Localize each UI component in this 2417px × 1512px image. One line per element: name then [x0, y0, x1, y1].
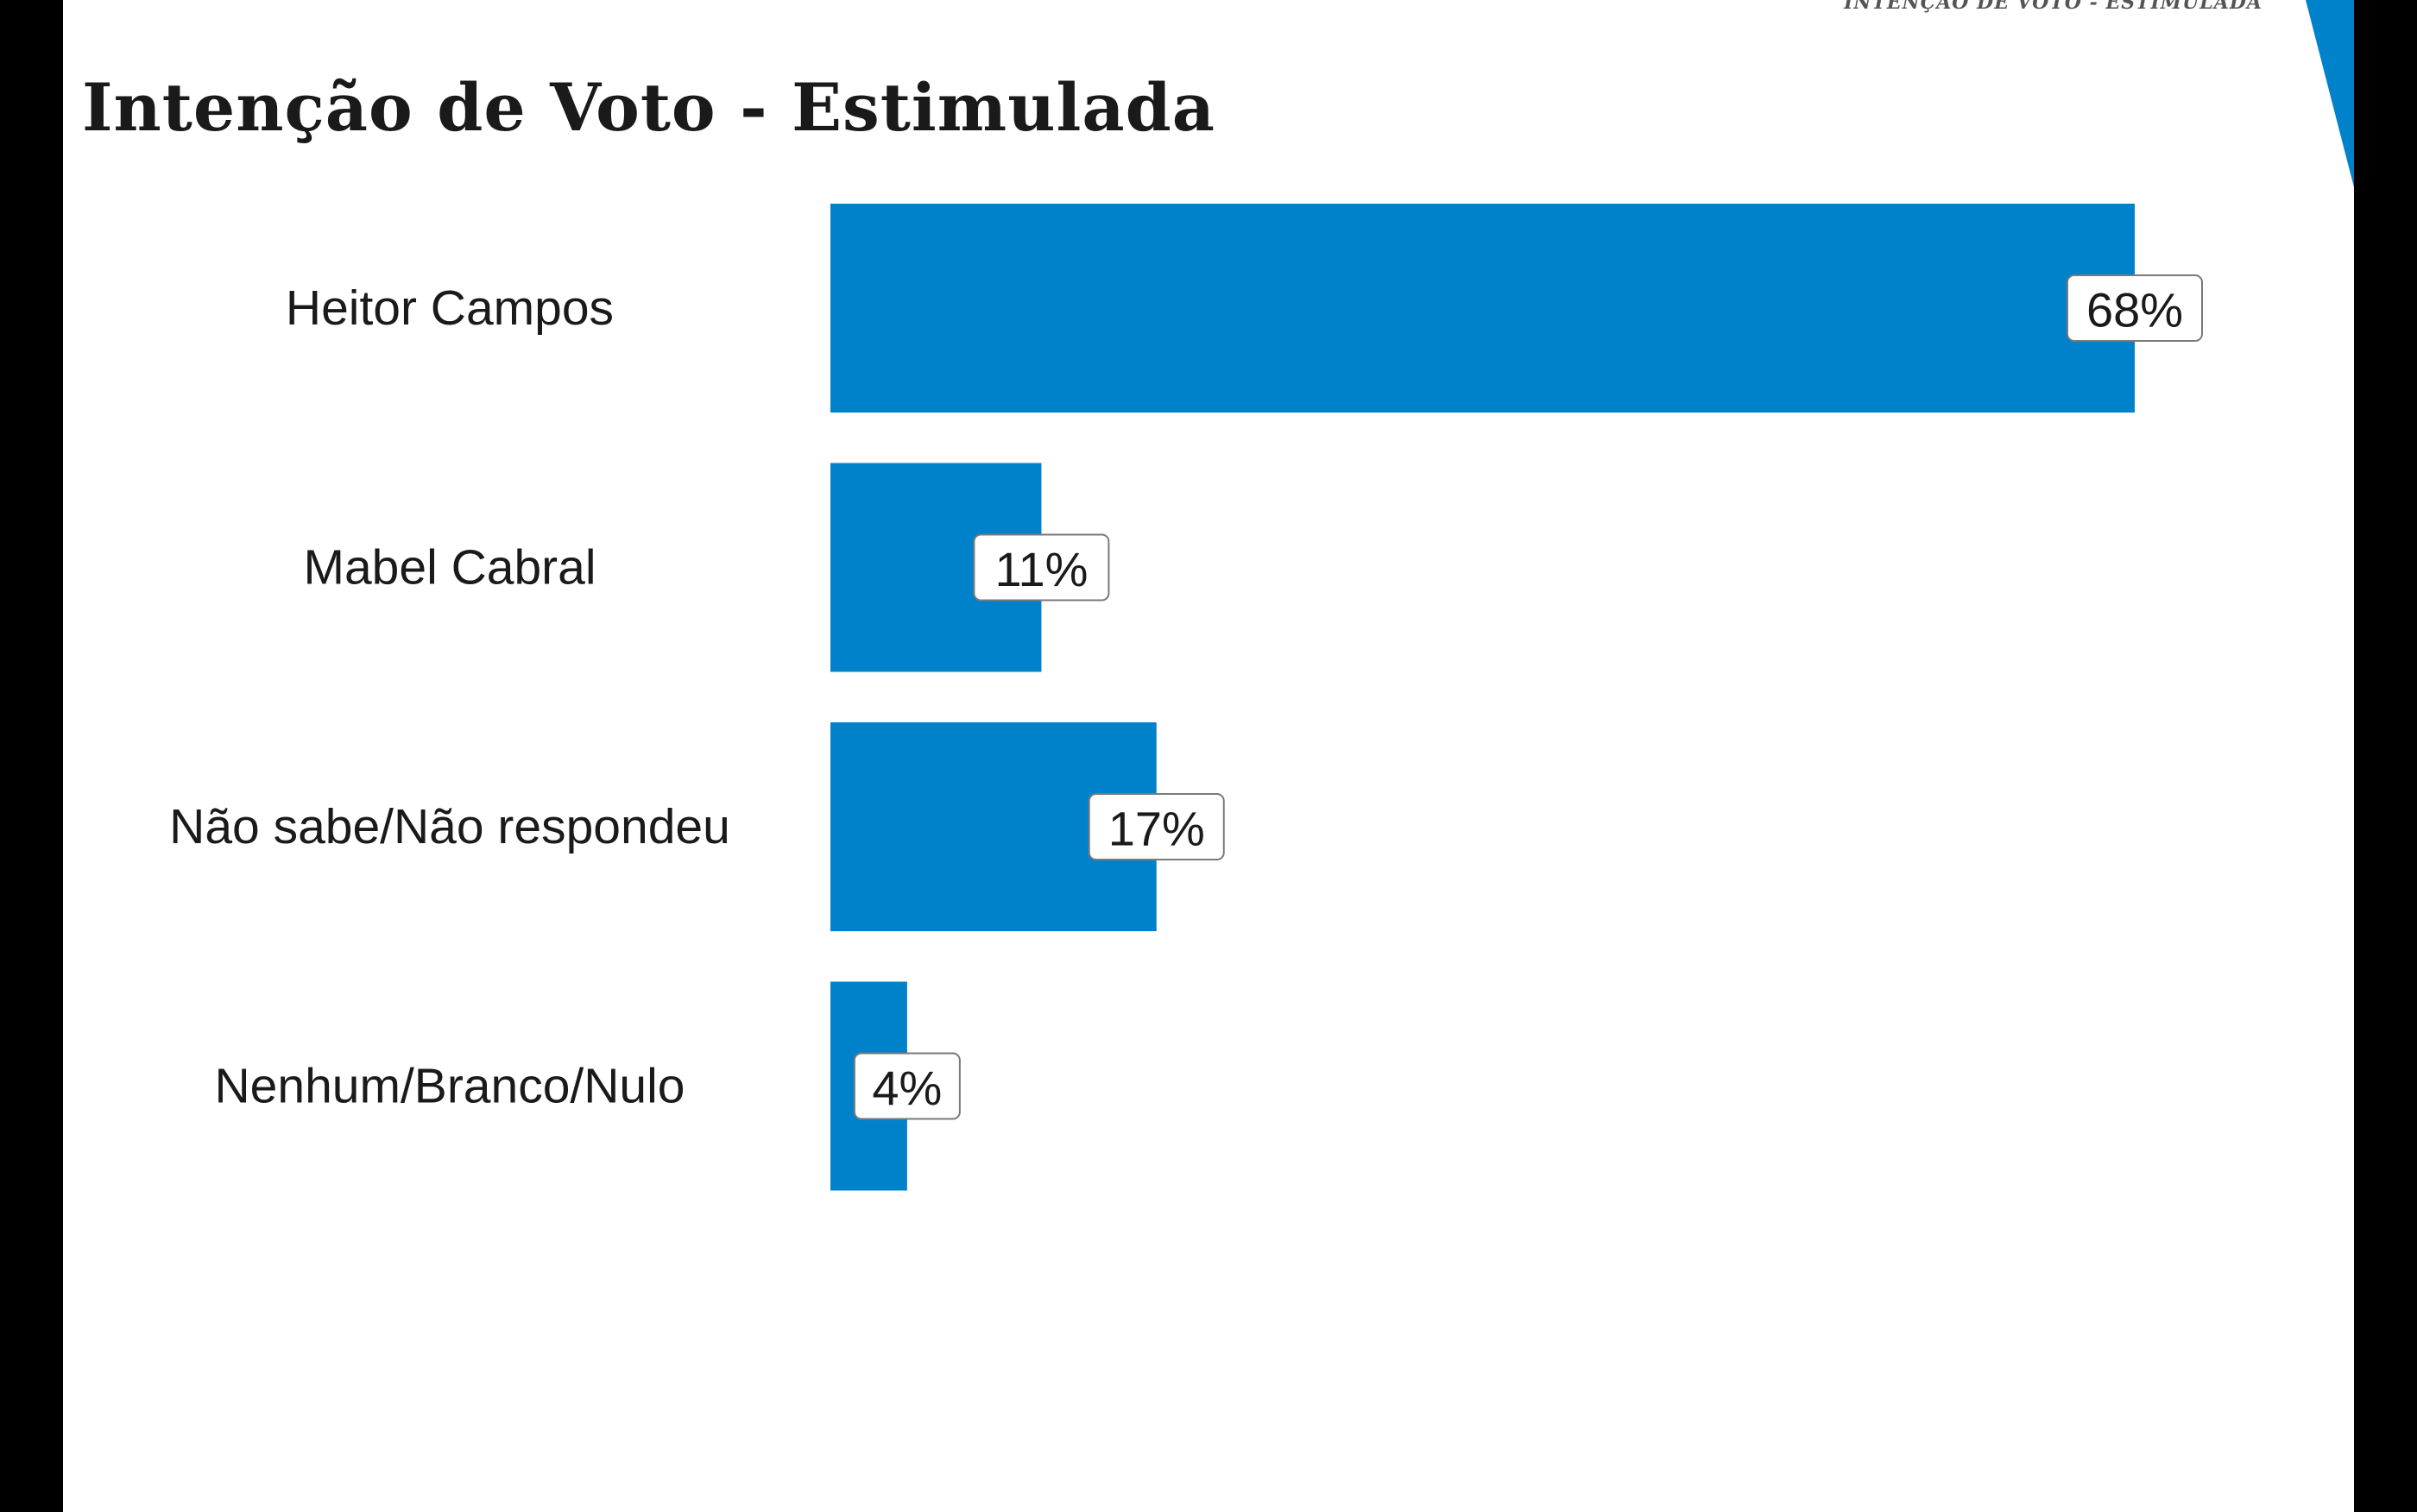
value-label-box-2 — [1088, 793, 1225, 860]
value-label-3: 4% — [872, 1061, 942, 1115]
category-label-2: Não sabe/Não respondeu — [169, 799, 730, 854]
category-label-3: Nenhum/Branco/Nulo — [215, 1059, 685, 1114]
running-header-title: INTENÇÃO DE VOTO - ESTIMULADA — [1844, 0, 2262, 14]
category-label-1: Mabel Cabral — [304, 540, 596, 595]
corner-accent-shape — [2306, 0, 2354, 188]
value-label-box-1 — [973, 533, 1110, 602]
category-label-0: Heitor Campos — [286, 280, 614, 336]
bar-0 — [830, 204, 2135, 413]
value-label-0: 68% — [2086, 283, 2183, 337]
value-label-2: 17% — [1108, 802, 1205, 856]
value-label-1: 11% — [994, 542, 1088, 596]
value-label-box-3 — [853, 1052, 961, 1120]
page-title: Intenção de Voto - Estimulada — [82, 69, 1215, 146]
value-label-box-0 — [2067, 274, 2203, 342]
